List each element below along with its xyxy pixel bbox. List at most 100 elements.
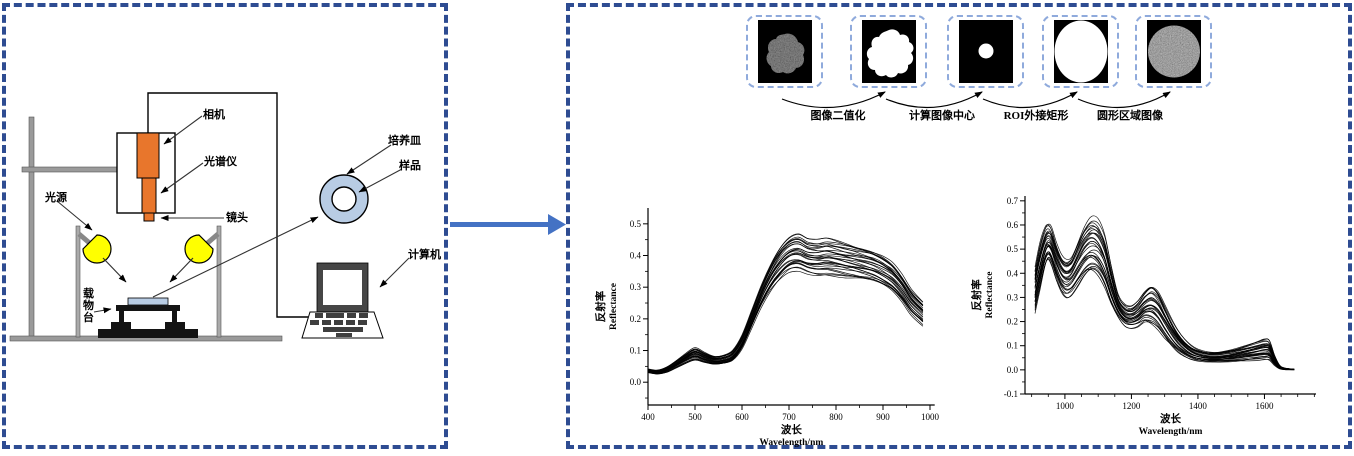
label-lens: 镜头	[226, 212, 248, 224]
laptop-key	[322, 320, 331, 325]
left-lamp-icon	[82, 234, 112, 264]
spectrum-curve	[1034, 246, 1295, 370]
nir-reflectance-chart: 1000 1200 1400 1600 -0.1 0.0 0.1 0.2 0.3 0.4 0.5 0.…	[970, 196, 1316, 437]
step-label-center: 计算图像中心	[909, 110, 975, 122]
laptop-key-block	[347, 313, 356, 318]
laptop-key	[346, 320, 355, 325]
y-tick-label: 0.2	[1007, 317, 1018, 327]
spectrum-curve	[1034, 231, 1295, 370]
pipeline-thumb-grayscale	[746, 15, 823, 88]
y-tick-label: 0.3	[630, 282, 642, 292]
lens-shape	[143, 212, 155, 222]
label-light-source: 光源	[45, 192, 67, 204]
stand-crossbar	[21, 166, 119, 173]
pipeline-arrows	[781, 91, 1171, 109]
petri-dish-center	[331, 186, 357, 212]
right-beam-arrow	[169, 257, 194, 283]
spectrum-curve	[647, 233, 924, 371]
spectrum-curve	[647, 261, 924, 374]
stage-leader	[93, 307, 112, 314]
y-tick-label: 0.0	[1007, 365, 1019, 375]
processing-panel: 图像二值化 计算图像中心 ROI外接矩形 圆形区域图像 400 500 600 700…	[566, 3, 1352, 449]
light-source-leader	[56, 200, 93, 231]
petri-leader	[346, 144, 392, 175]
flow-arrow	[450, 214, 566, 235]
spectrometer-shape	[141, 177, 157, 214]
spectrum-curve	[1034, 251, 1295, 371]
acquisition-system-panel: 相机 光谱仪 镜头 光源 载物台 培养皿 样品 计算机	[2, 3, 448, 449]
y-tick-label: 0.1	[630, 346, 641, 356]
y-axis-label-en: Reflectance	[985, 272, 995, 319]
step-arrow-3	[982, 91, 1078, 109]
laptop-key	[358, 320, 367, 325]
camera-computer-wire	[147, 92, 308, 318]
circular-region-image	[1146, 20, 1201, 83]
x-tick-label: 1000	[921, 412, 940, 422]
pipeline-thumb-binary	[850, 15, 927, 88]
flow-arrow-head	[548, 214, 566, 235]
stage-top-bar	[116, 305, 180, 311]
spectrum-curve	[647, 243, 924, 372]
laptop-key-block	[326, 313, 344, 318]
step-arrow-2	[885, 91, 983, 109]
pipeline-thumb-circular-region	[1135, 15, 1212, 88]
spectrum-curve	[1034, 259, 1295, 371]
roi-image	[1053, 20, 1108, 83]
sample-leader	[358, 168, 403, 193]
x-axis-label-en: Wavelength/nm	[759, 438, 823, 448]
y-tick-label: 0.3	[1007, 292, 1019, 302]
label-stage: 载物台	[83, 288, 94, 325]
binary-mask-blob	[866, 29, 913, 78]
right-lamp-icon	[184, 234, 214, 264]
spectrum-curve	[1034, 225, 1295, 370]
roi-circle	[1054, 20, 1107, 83]
camera-shape	[136, 132, 160, 179]
laptop-key	[334, 320, 343, 325]
grayscale-image	[757, 20, 812, 83]
spectrum-curve	[1034, 253, 1295, 371]
pipeline-thumb-roi	[1042, 15, 1119, 88]
flow-arrow-shaft	[450, 222, 550, 227]
spectrum-curve	[1034, 220, 1295, 370]
spectrum-curve	[1034, 235, 1295, 370]
laptop-spacebar	[323, 327, 363, 332]
x-tick-label: 1600	[1255, 401, 1274, 411]
binary-image	[861, 20, 916, 83]
y-tick-label: 0.4	[1007, 268, 1019, 278]
camera-leader	[163, 115, 203, 145]
vis-reflectance-chart: 400 500 600 700 800 900 1000 0.0 0.1 0.2 0.3 0.4 0.5…	[594, 208, 940, 448]
y-axis-label-en: Reflectance	[609, 283, 619, 330]
y-tick-label: 0.7	[1007, 196, 1019, 206]
spectrum-curve	[1034, 225, 1295, 370]
laptop-key-block	[315, 313, 323, 318]
step-label-roi-rect: ROI外接矩形	[1003, 110, 1069, 122]
x-axis-label-en: Wavelength/nm	[1139, 427, 1203, 437]
y-axis-label-cn: 反射率	[594, 290, 607, 322]
right-light-post	[216, 225, 222, 338]
x-axis-label-cn: 波长	[781, 423, 803, 436]
acquisition-diagram	[9, 92, 410, 342]
stand-pole	[28, 116, 35, 339]
x-tick-label: 600	[735, 412, 749, 422]
step-label-binarize: 图像二值化	[810, 110, 866, 122]
x-tick-label: 1000	[1056, 401, 1075, 411]
x-tick-label: 900	[876, 412, 890, 422]
pipeline-thumb-center	[947, 15, 1024, 88]
center-image	[958, 20, 1013, 83]
y-tick-label: 0.5	[630, 219, 642, 229]
y-tick-label: -0.1	[1004, 389, 1018, 399]
spectrum-curve	[1034, 245, 1295, 370]
stage-left-foot	[111, 322, 131, 333]
computer-leader	[379, 257, 410, 288]
spectrum-curve	[1034, 256, 1295, 371]
faint-sample-blob	[766, 33, 804, 74]
x-tick-label: 1400	[1189, 401, 1208, 411]
spectrum-curve	[1034, 240, 1295, 370]
label-camera: 相机	[203, 109, 225, 121]
left-light-post	[75, 225, 81, 338]
spectrum-curve	[647, 233, 924, 371]
left-beam-arrow	[102, 257, 127, 283]
laptop-touchpad	[336, 333, 352, 337]
spectrum-curve	[1034, 252, 1295, 371]
